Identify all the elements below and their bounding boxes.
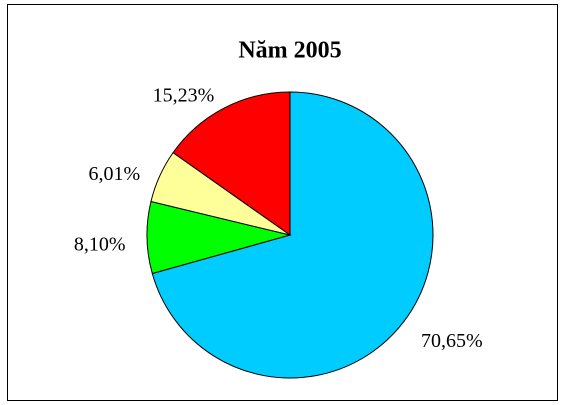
data-label: 70,65%	[421, 330, 483, 352]
chart-title: Năm 2005	[238, 38, 341, 64]
pie-slice	[151, 91, 434, 379]
data-label: 8,10%	[74, 234, 126, 256]
data-label: 15,23%	[153, 85, 215, 107]
pie-slice	[172, 91, 291, 236]
data-label: 6,01%	[89, 163, 141, 185]
